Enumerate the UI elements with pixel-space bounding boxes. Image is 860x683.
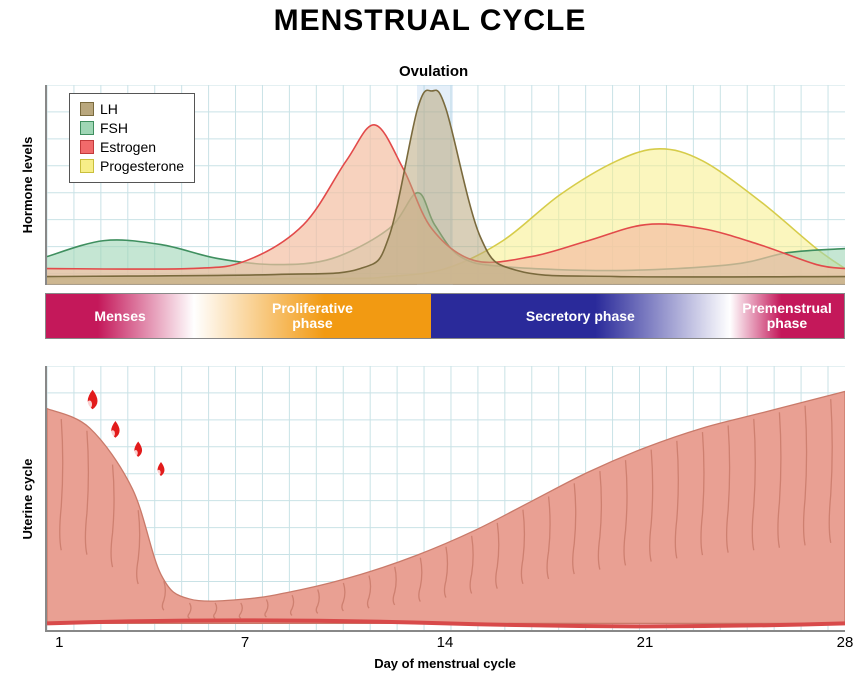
legend: LHFSHEstrogenProgesterone [69, 93, 195, 183]
uterine-y-axis-label: Uterine cycle [20, 459, 35, 540]
legend-item: Estrogen [80, 138, 184, 157]
x-axis-label: Day of menstrual cycle [45, 656, 845, 671]
x-tick: 28 [837, 634, 854, 651]
x-tick: 1 [55, 634, 63, 651]
legend-swatch [80, 140, 94, 154]
phase-segment: Secretory phase [431, 294, 730, 338]
phase-segment: Proliferativephase [194, 294, 431, 338]
legend-item: LH [80, 100, 184, 119]
page-title: MENSTRUAL CYCLE [0, 4, 860, 38]
legend-label: Estrogen [100, 138, 156, 157]
endometrium [47, 366, 845, 631]
phase-bar: MensesProliferativephaseSecretory phaseP… [45, 293, 845, 339]
legend-label: FSH [100, 119, 128, 138]
hormone-y-axis-label: Hormone levels [20, 137, 35, 234]
legend-swatch [80, 121, 94, 135]
x-tick: 21 [637, 634, 654, 651]
uterine-chart [45, 366, 845, 632]
ovulation-label: Ovulation [399, 63, 468, 80]
hormone-chart: LHFSHEstrogenProgesterone [45, 85, 845, 285]
legend-item: Progesterone [80, 157, 184, 176]
legend-swatch [80, 102, 94, 116]
x-tick: 7 [241, 634, 249, 651]
legend-label: Progesterone [100, 157, 184, 176]
legend-swatch [80, 159, 94, 173]
x-tick: 14 [437, 634, 454, 651]
phase-segment: Menses [46, 294, 194, 338]
legend-label: LH [100, 100, 118, 119]
phase-segment: Premenstrualphase [730, 294, 844, 338]
legend-item: FSH [80, 119, 184, 138]
